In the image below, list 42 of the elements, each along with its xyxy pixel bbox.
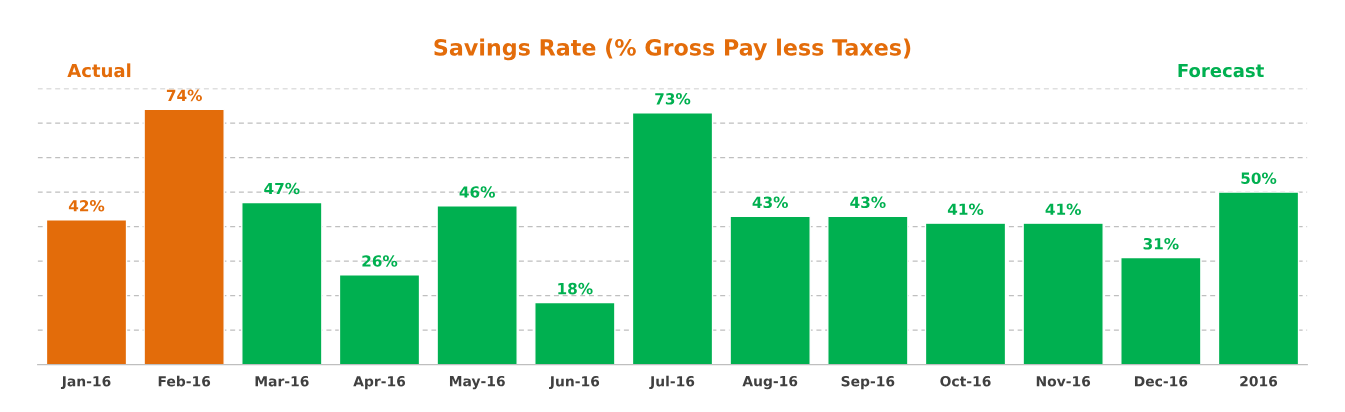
data-label: 46% [459, 186, 495, 198]
data-label: 47% [264, 182, 300, 195]
x-tick-label: Jun-16 [549, 375, 600, 390]
data-label: 73% [655, 93, 691, 105]
bar [827, 215, 909, 365]
x-tick-label: Oct-16 [940, 375, 991, 387]
bar [729, 215, 811, 365]
data-label: 50% [1241, 172, 1277, 184]
bar [436, 205, 518, 365]
x-tick-label: Feb-16 [158, 375, 211, 387]
x-tick-label: Sep-16 [841, 375, 895, 390]
x-tick-label: Apr-16 [353, 375, 406, 390]
bar [1120, 256, 1202, 365]
x-tick-label: Mar-16 [255, 375, 309, 387]
bar [45, 219, 128, 365]
bar [338, 274, 421, 365]
text: Actual [67, 63, 131, 78]
bar [241, 201, 323, 365]
x-tick-label: Jan-16 [60, 375, 111, 390]
bar [143, 108, 225, 365]
x-tick-label: Nov-16 [1036, 375, 1091, 387]
x-tick-label: Jul-16 [649, 375, 695, 390]
data-label: 42% [68, 200, 105, 212]
data-label: 43% [850, 196, 886, 209]
x-tick-label: 2016 [1240, 375, 1278, 387]
data-label: 43% [752, 196, 788, 209]
x-tick-label: May-16 [449, 375, 505, 390]
data-label: 31% [1143, 237, 1179, 250]
data-label: 26% [362, 255, 398, 267]
data-label: 18% [558, 282, 593, 295]
x-tick-label: Dec-16 [1134, 375, 1188, 387]
data-label: 41% [1045, 203, 1081, 216]
chart-title: Savings Rate (% Gross Pay less Taxes) [434, 38, 911, 61]
bar [631, 112, 714, 365]
bar [1217, 191, 1300, 365]
text: Forecast [1178, 63, 1264, 78]
bar [924, 222, 1007, 365]
data-label: 74% [166, 89, 202, 102]
data-label: 41% [947, 203, 984, 216]
x-tick-label: Aug-16 [742, 375, 798, 390]
bar [534, 301, 616, 365]
bar [1022, 222, 1104, 365]
